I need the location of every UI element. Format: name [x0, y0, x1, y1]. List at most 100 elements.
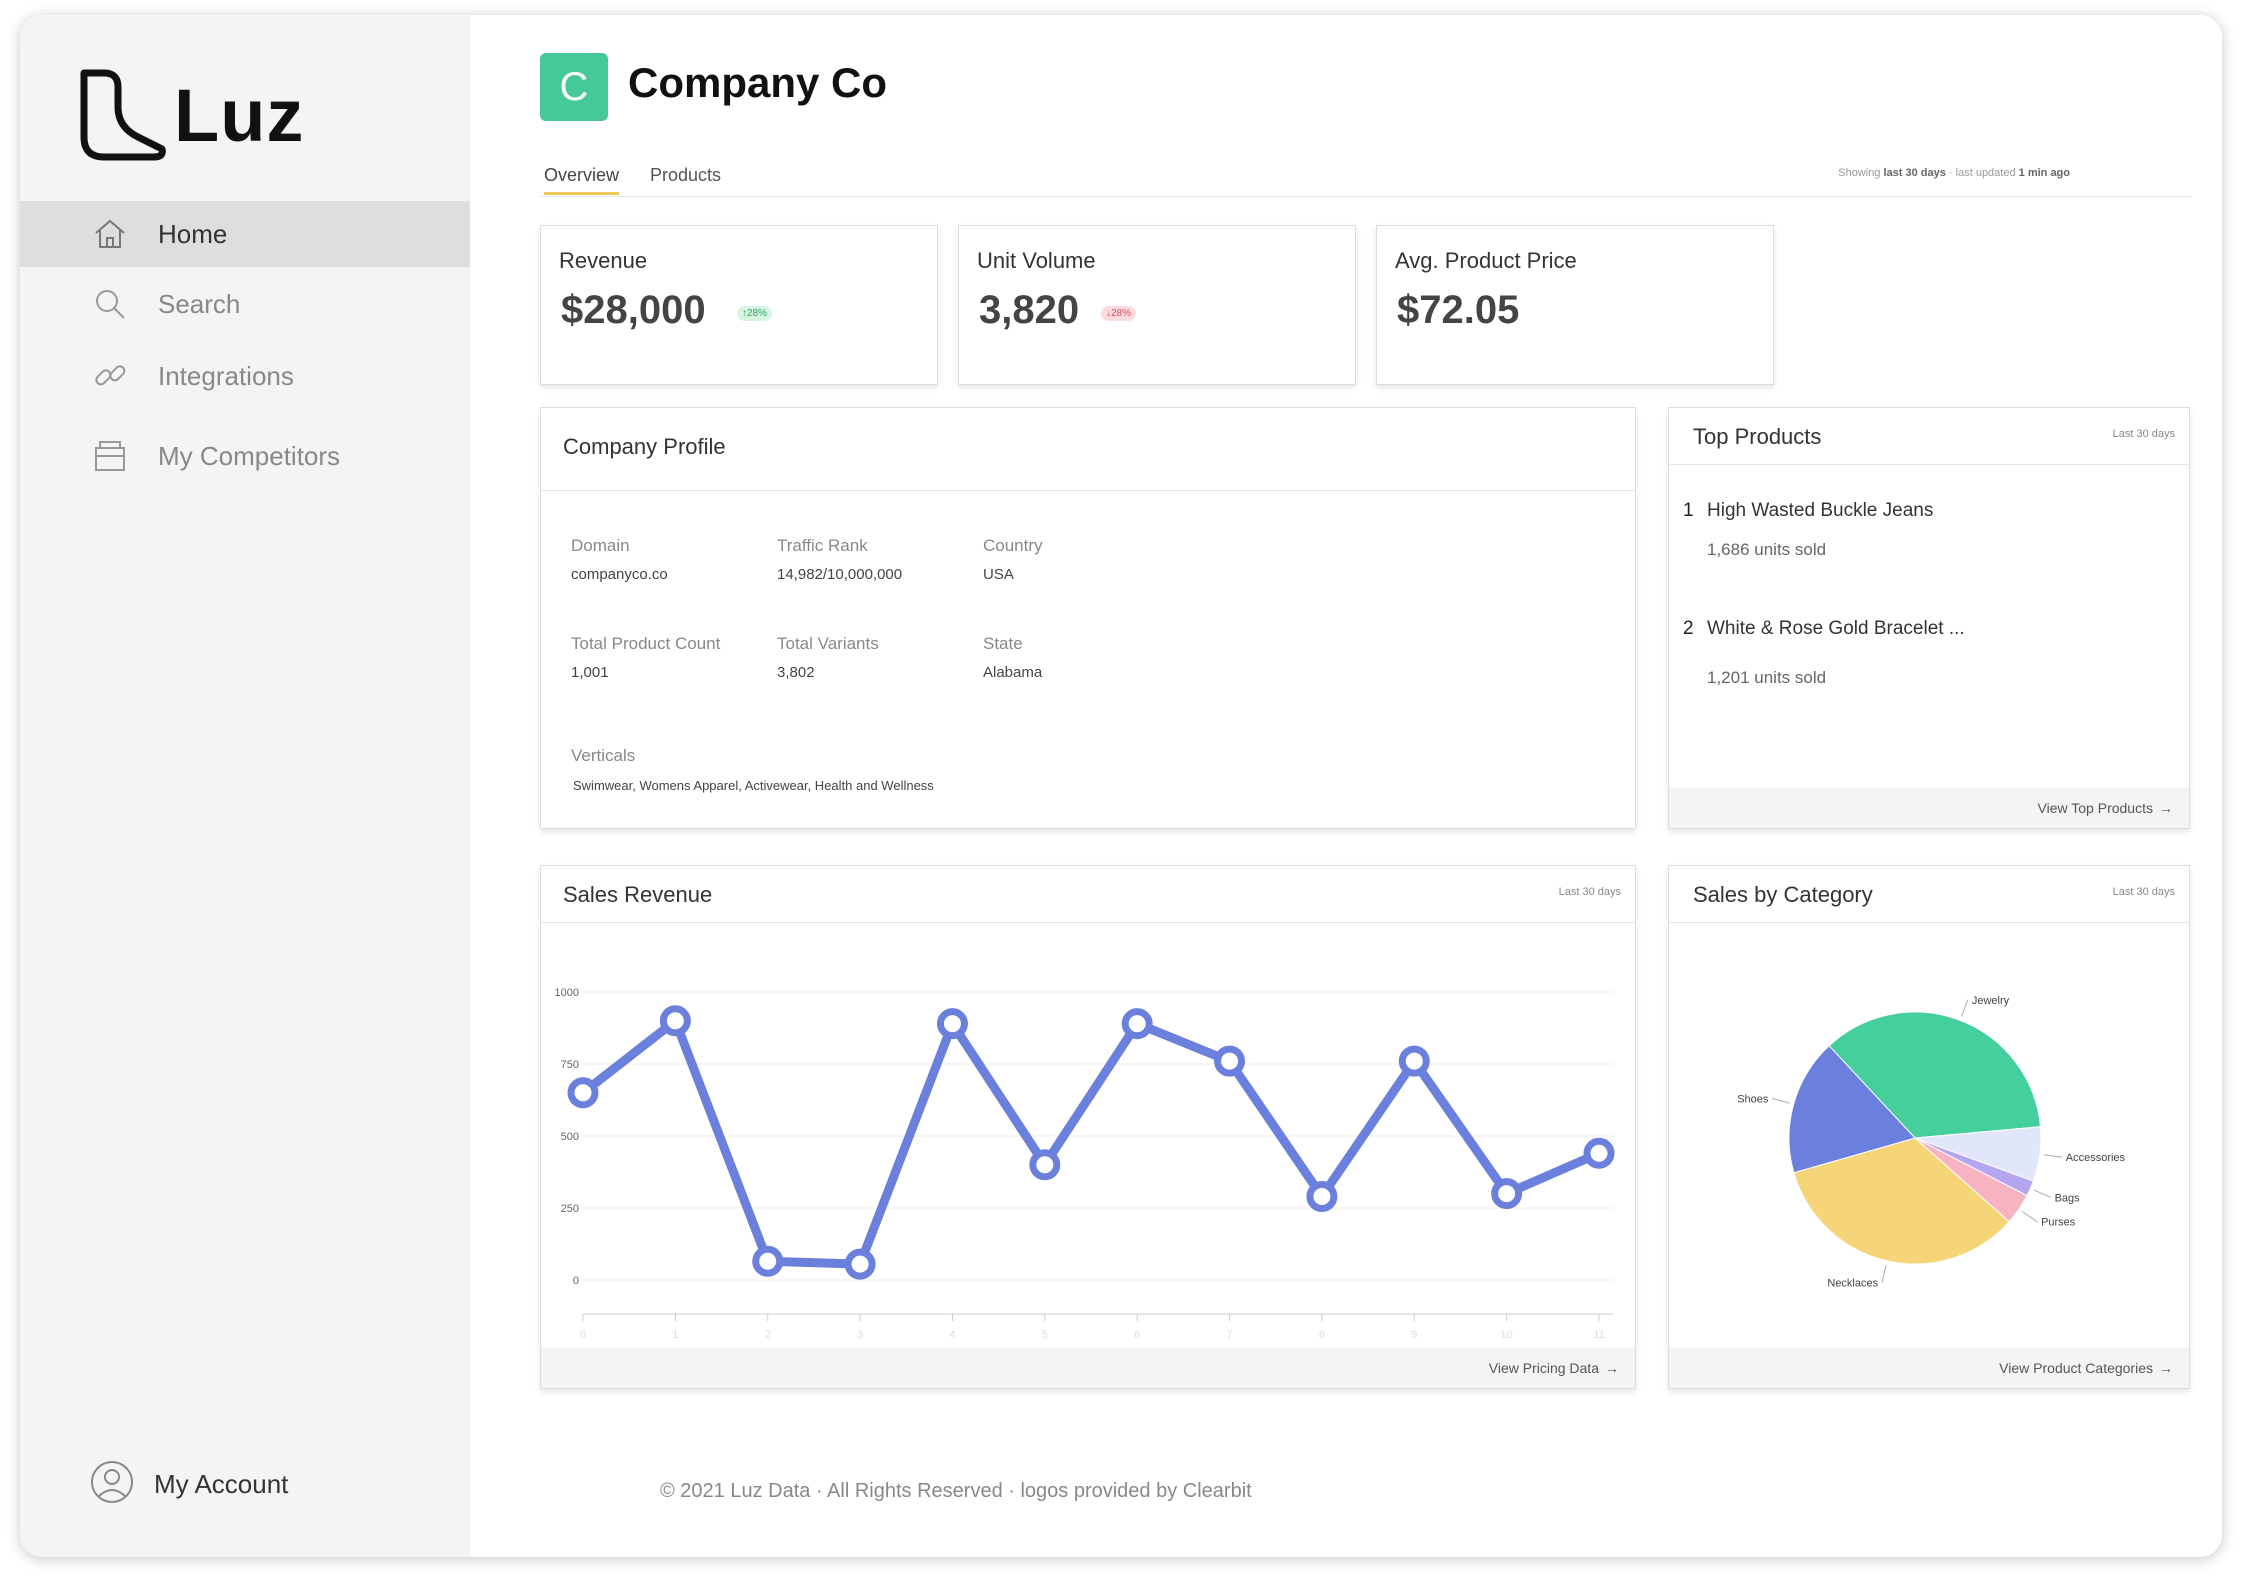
card-divider [541, 922, 1635, 923]
state-value: Alabama [983, 664, 1043, 681]
store-icon [90, 436, 130, 476]
sales-revenue-card: Sales Revenue Last 30 days 0 250 500 750 100… [540, 865, 1636, 1389]
arrow-right-icon: → [2159, 1360, 2173, 1376]
product-count-label: Total Product Count [571, 634, 721, 653]
domain-value: companyco.co [571, 566, 668, 583]
my-account-button[interactable]: My Account [90, 1460, 288, 1509]
sales-category-card: Sales by Category Last 30 days Jewelry Ac… [1668, 865, 2190, 1389]
domain-label: Domain [571, 536, 630, 555]
company-profile-card: Company Profile Domain companyco.co Traf… [540, 407, 1636, 829]
tab-overview[interactable]: Overview [544, 165, 620, 195]
pie-leader-line [1881, 1264, 1887, 1283]
sidebar-item-my-competitors[interactable]: My Competitors [20, 423, 470, 489]
pie-slice-label: Shoes [1737, 1093, 1769, 1105]
product-units: 1,201 units sold [1707, 668, 1827, 687]
kpi-label: Unit Volume [977, 248, 1096, 273]
card-title: Top Products [1693, 424, 1822, 449]
country-label: Country [983, 536, 1043, 555]
pie-slice-label: Purses [2041, 1217, 2076, 1229]
data-point [752, 1245, 784, 1277]
pie-leader-line [1960, 999, 1969, 1017]
view-pricing-data-link[interactable]: View Pricing Data → [1488, 1360, 1619, 1376]
user-circle-icon [90, 1460, 134, 1509]
pie-slice [1793, 1137, 2010, 1265]
card-footer: View Product Categories → [1669, 1348, 2189, 1388]
app-window: Luz Home Search Integrations [20, 15, 2222, 1557]
sidebar-item-label: Search [158, 288, 241, 319]
kpi-avg-price-card: Avg. Product Price $72.05 [1376, 225, 1774, 385]
my-account-label: My Account [154, 1469, 289, 1499]
data-point [1491, 1178, 1523, 1210]
card-title: Sales Revenue [563, 882, 713, 907]
sales-category-pie-chart: Jewelry Accessories Bags Purses Necklaces Sho… [1737, 995, 2126, 1290]
data-point [659, 1005, 691, 1037]
data-point [1398, 1045, 1430, 1077]
kpi-label: Avg. Product Price [1395, 248, 1577, 273]
state-label: State [983, 634, 1023, 653]
sidebar-item-home[interactable]: Home [20, 201, 470, 267]
sidebar-item-integrations[interactable]: Integrations [20, 343, 470, 409]
x-tick-label: 3 [857, 1329, 863, 1341]
product-rank: 2 [1683, 618, 1694, 639]
x-tick-label: 11 [1593, 1329, 1604, 1341]
pie-leader-line [2043, 1154, 2062, 1158]
x-tick-label: 0 [580, 1329, 586, 1341]
y-tick-label: 0 [573, 1275, 579, 1287]
sidebar-item-label: Home [158, 218, 228, 249]
x-tick-label: 10 [1501, 1329, 1513, 1341]
pie-slice-label: Accessories [2066, 1152, 2126, 1164]
data-point [1121, 1008, 1153, 1040]
card-divider [1669, 464, 2189, 465]
brand-logo[interactable]: Luz [78, 67, 304, 163]
variants-value: 3,802 [777, 664, 815, 681]
card-divider [1669, 922, 2189, 923]
verticals-label: Verticals [571, 746, 636, 765]
traffic-rank-label: Traffic Rank [777, 536, 868, 555]
main-content: C Company Co Overview Products Showing l… [470, 15, 2222, 1557]
pie-slice [1828, 1011, 2042, 1139]
pie-leader-line [1772, 1097, 1790, 1104]
x-tick-label: 4 [949, 1329, 955, 1341]
top-products-card: Top Products Last 30 days 1 High Wasted … [1668, 407, 2190, 829]
kpi-value: $28,000 [561, 288, 706, 332]
sidebar-nav: Home Search Integrations My Competitors [20, 201, 470, 493]
x-tick-label: 5 [1042, 1329, 1048, 1341]
data-point [567, 1077, 599, 1109]
kpi-revenue-card: Revenue $28,000 ↑28% [540, 225, 938, 385]
data-point [1583, 1137, 1615, 1169]
search-icon [90, 284, 130, 324]
product-rank: 1 [1683, 500, 1694, 521]
sidebar-item-label: My Competitors [158, 440, 341, 471]
sales-revenue-line-chart: 0 250 500 750 1000 0 1 2 3 4 5 6 7 8 9 10 11 [555, 987, 1615, 1341]
x-tick-label: 1 [672, 1329, 678, 1341]
view-top-products-link[interactable]: View Top Products → [2037, 800, 2173, 816]
kpi-label: Revenue [559, 248, 648, 273]
traffic-rank-value: 14,982/10,000,000 [777, 566, 903, 583]
link-icon [90, 356, 130, 396]
view-product-categories-link[interactable]: View Product Categories → [1999, 1360, 2173, 1376]
sidebar-item-search[interactable]: Search [20, 271, 470, 337]
data-freshness-note: Showing last 30 days · last updated 1 mi… [1838, 167, 2070, 179]
card-divider [541, 490, 1635, 491]
y-tick-label: 1000 [555, 987, 579, 999]
company-logo: C [540, 53, 608, 121]
footer-copyright: © 2021 Luz Data · All Rights Reserved · … [660, 1480, 1252, 1502]
card-title: Company Profile [563, 434, 726, 459]
brand-name: Luz [174, 73, 305, 157]
product-count-value: 1,001 [571, 664, 609, 681]
sidebar-item-label: Integrations [158, 360, 294, 391]
trend-down-badge: ↓28% [1101, 306, 1137, 321]
pie-slice-label: Jewelry [1972, 995, 2010, 1007]
kpi-value: $72.05 [1397, 288, 1520, 332]
tab-products[interactable]: Products [650, 165, 722, 185]
trend-up-badge: ↑28% [737, 306, 773, 321]
x-tick-label: 7 [1226, 1329, 1232, 1341]
pie-slice-label: Bags [2055, 1192, 2081, 1204]
data-point [936, 1008, 968, 1040]
card-footer: View Top Products → [1669, 788, 2189, 828]
arrow-right-icon: → [2159, 800, 2173, 816]
sidebar: Luz Home Search Integrations [20, 15, 470, 1557]
pie-leader-line [2033, 1189, 2051, 1198]
company-name: Company Co [628, 59, 888, 106]
data-point [844, 1248, 876, 1280]
